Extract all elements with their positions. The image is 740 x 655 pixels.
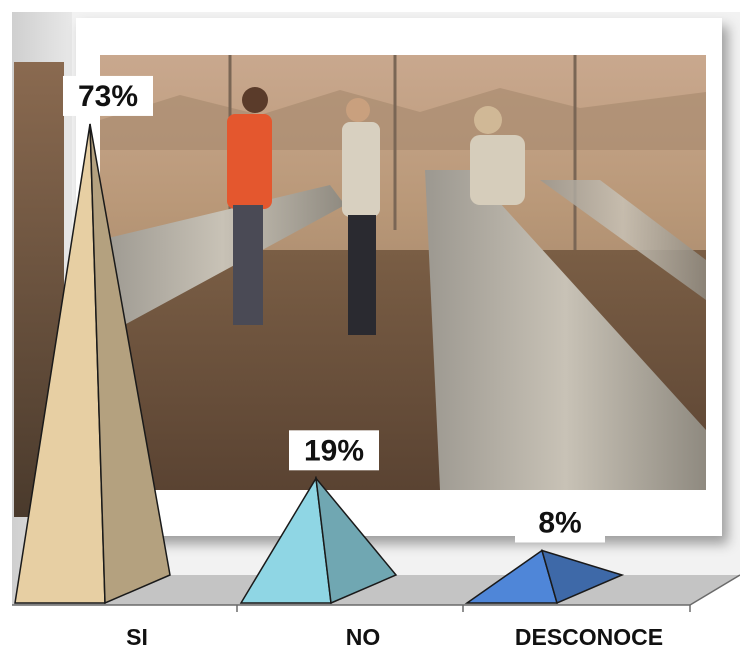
value-labels-group: 73% 19% 8% bbox=[63, 75, 605, 543]
value-label-bg-si bbox=[63, 75, 153, 116]
background-photo bbox=[76, 18, 722, 536]
value-label-bg-no bbox=[289, 430, 379, 471]
bar-face-side-desconoce bbox=[540, 549, 625, 605]
bar-face-side-no bbox=[314, 475, 398, 605]
category-label-no: NO bbox=[346, 624, 381, 650]
value-label-no: 19% bbox=[304, 434, 364, 467]
bar-no bbox=[239, 475, 398, 605]
bar-face-side-si bbox=[89, 123, 171, 605]
value-label-desconoce: 8% bbox=[538, 507, 581, 540]
bar-desconoce bbox=[464, 549, 625, 605]
bar-si bbox=[14, 123, 171, 605]
value-label-bg-desconoce bbox=[515, 502, 605, 543]
photo-person-center bbox=[342, 98, 380, 335]
photo-person-right bbox=[470, 106, 525, 205]
category-label-desconoce: DESCONOCE bbox=[515, 624, 663, 650]
core-table-left bbox=[100, 185, 345, 330]
photo-person-orange bbox=[227, 87, 272, 325]
bars-group bbox=[14, 123, 625, 605]
floor-edge bbox=[689, 574, 740, 606]
core-table-center bbox=[425, 170, 706, 490]
category-labels-group: SI NO DESCONOCE bbox=[126, 624, 663, 650]
value-label-si: 73% bbox=[78, 80, 138, 113]
core-table-right bbox=[540, 180, 706, 300]
category-label-si: SI bbox=[126, 624, 148, 650]
